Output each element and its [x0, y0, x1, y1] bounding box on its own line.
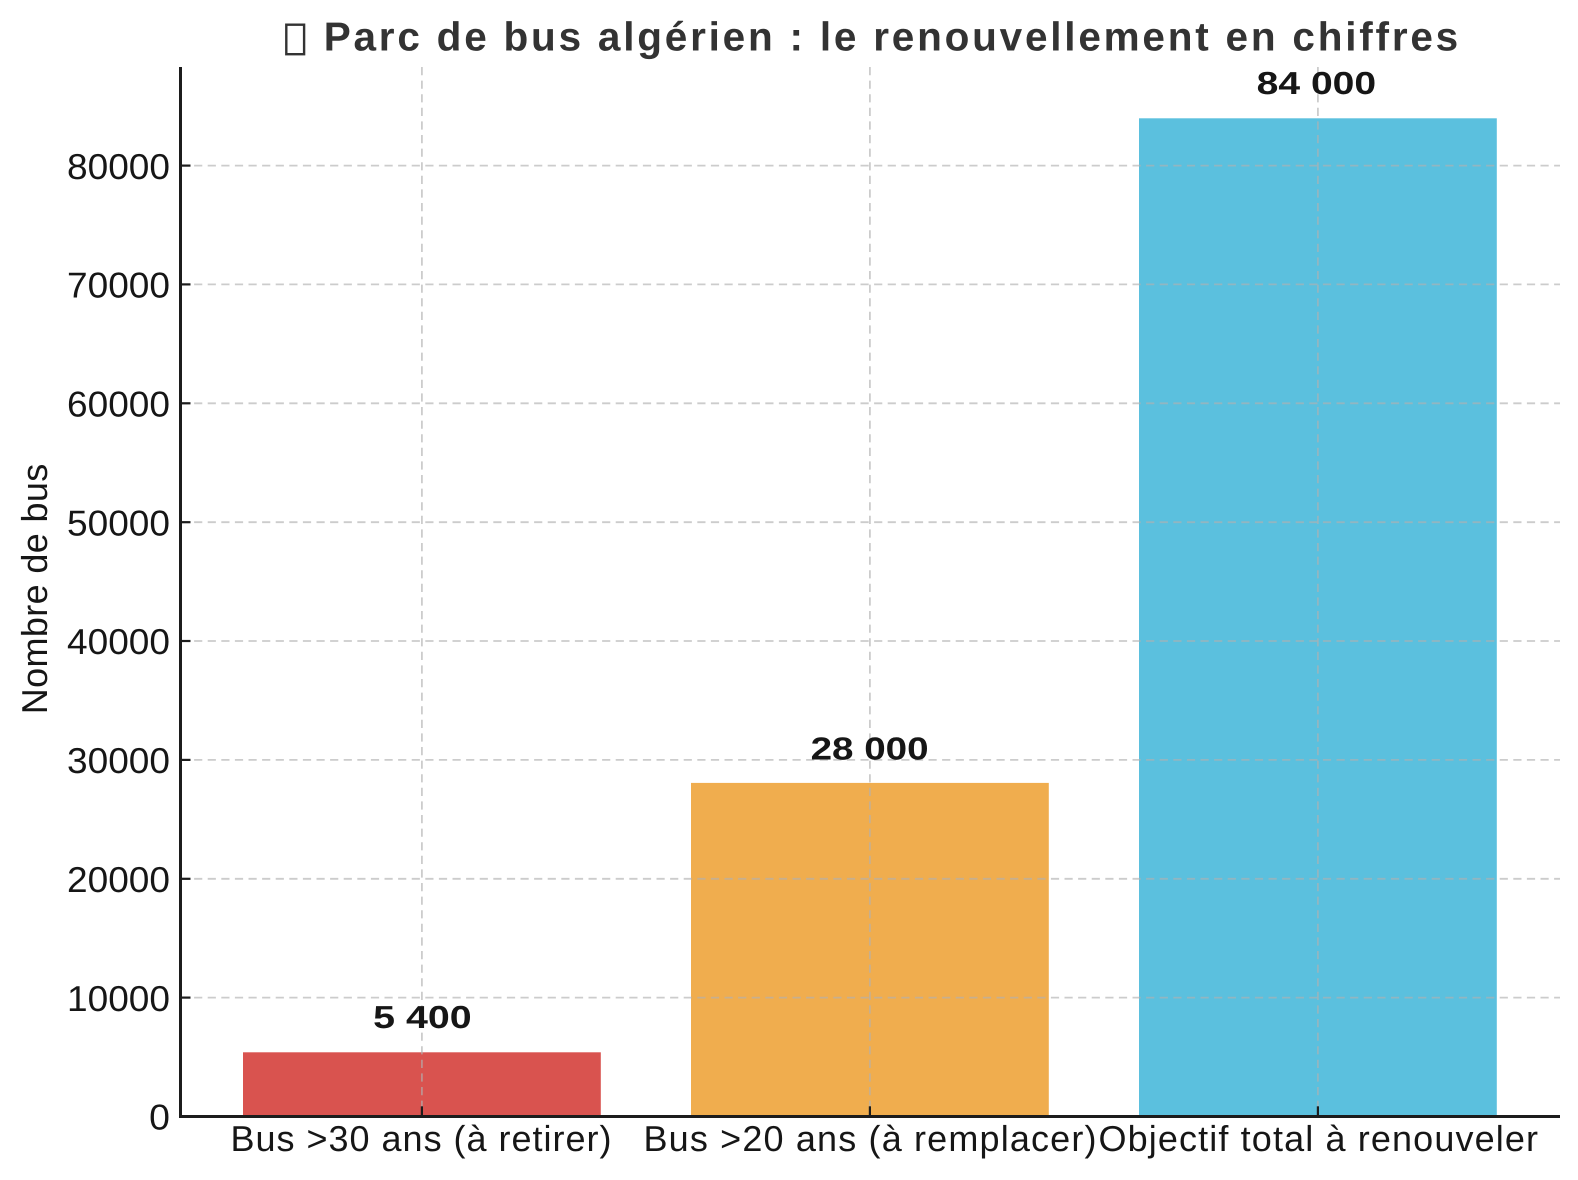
svg-text:Bus >20 ans (à remplacer): Bus >20 ans (à remplacer) — [644, 1118, 1097, 1159]
svg-text:0: 0 — [149, 1097, 170, 1138]
svg-text:Parc de bus algérien : le reno: Parc de bus algérien : le renouvellement… — [324, 14, 1459, 60]
svg-text:70000: 70000 — [67, 265, 170, 306]
svg-text:50000: 50000 — [67, 502, 170, 543]
svg-text:10000: 10000 — [67, 978, 170, 1019]
svg-text:80000: 80000 — [67, 146, 170, 187]
svg-text:Bus >30 ans (à retirer): Bus >30 ans (à retirer) — [231, 1118, 612, 1159]
svg-text:5 400: 5 400 — [373, 999, 472, 1035]
svg-text:40000: 40000 — [67, 621, 170, 662]
svg-text:20000: 20000 — [67, 859, 170, 900]
svg-text:60000: 60000 — [67, 384, 170, 425]
svg-text:Nombre de bus: Nombre de bus — [14, 464, 55, 715]
svg-text:84 000: 84 000 — [1257, 65, 1377, 101]
svg-text:28 000: 28 000 — [811, 731, 929, 767]
svg-text:30000: 30000 — [67, 740, 170, 781]
svg-text:Objectif total à renouveler: Objectif total à renouveler — [1099, 1118, 1539, 1159]
